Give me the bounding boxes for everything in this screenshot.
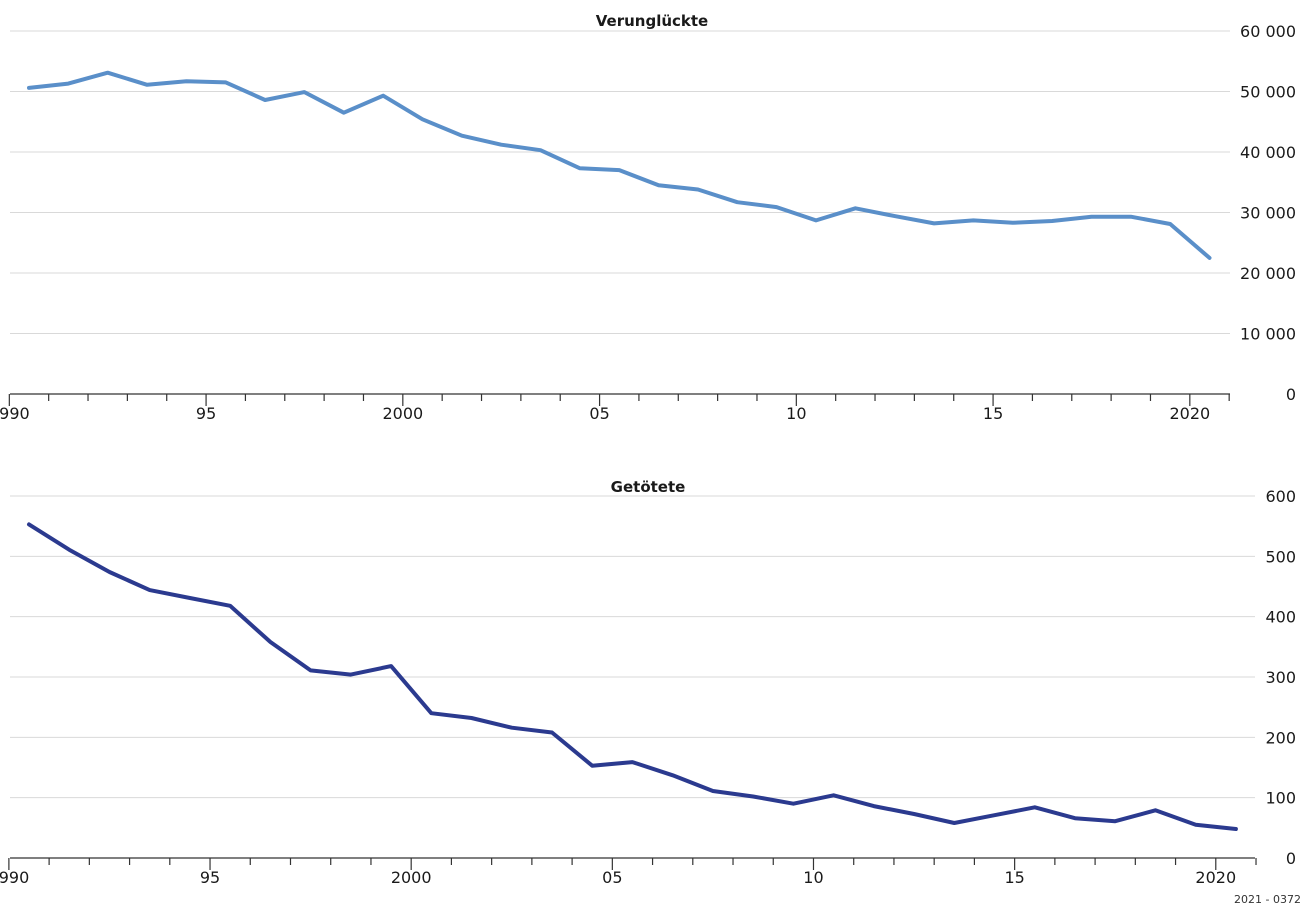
x-tick-label: 2020 xyxy=(1195,868,1236,887)
y-tick-label: 40 000 xyxy=(1240,143,1296,162)
x-tick-label: 95 xyxy=(196,404,216,423)
x-tick-label: 15 xyxy=(983,404,1003,423)
source-code: 2021 - 0372 xyxy=(1234,893,1301,906)
x-tick-label: 10 xyxy=(786,404,806,423)
y-tick-label: 100 xyxy=(1265,789,1296,808)
chart-getoetete: Getötete 0 100 200 300 400 500 600 1990 95 2000 05… xyxy=(0,478,1296,887)
x-tick-label: 2000 xyxy=(391,868,432,887)
series-line xyxy=(27,70,1212,260)
y-tick-label: 200 xyxy=(1265,728,1296,747)
chart-verunglueckte: Verunglückte 0 10 000 20 000 30 000 40 000 50… xyxy=(0,12,1296,423)
y-tick-label: 50 000 xyxy=(1240,83,1296,102)
y-tick-label: 60 000 xyxy=(1240,22,1296,41)
x-tick-label: 05 xyxy=(589,404,609,423)
y-tick-label: 300 xyxy=(1265,668,1296,687)
x-tick-label: 1990 xyxy=(0,868,29,887)
x-tick-label: 2020 xyxy=(1169,404,1210,423)
series-line xyxy=(27,522,1238,831)
x-tick-label: 10 xyxy=(803,868,823,887)
y-tick-label: 0 xyxy=(1286,385,1296,404)
x-tick-label: 15 xyxy=(1004,868,1024,887)
y-tick-label: 20 000 xyxy=(1240,264,1296,283)
x-tick-label: 05 xyxy=(602,868,622,887)
y-tick-label: 0 xyxy=(1286,849,1296,868)
chart-title: Getötete xyxy=(611,478,686,496)
y-tick-label: 30 000 xyxy=(1240,204,1296,223)
x-tick-label: 95 xyxy=(200,868,220,887)
y-tick-label: 600 xyxy=(1265,487,1296,506)
x-tick-label: 1990 xyxy=(0,404,30,423)
chart-title: Verunglückte xyxy=(596,12,709,30)
x-tick-label: 2000 xyxy=(382,404,423,423)
y-tick-label: 10 000 xyxy=(1240,325,1296,344)
y-tick-label: 500 xyxy=(1265,547,1296,566)
y-tick-label: 400 xyxy=(1265,608,1296,627)
